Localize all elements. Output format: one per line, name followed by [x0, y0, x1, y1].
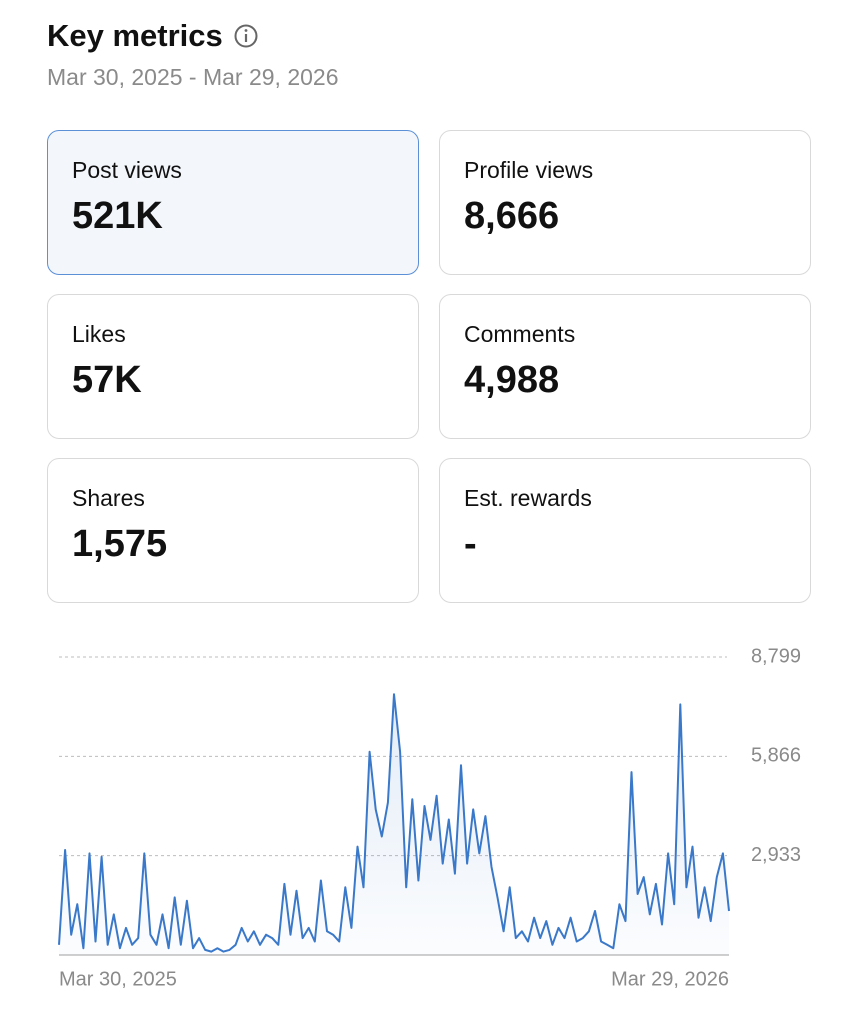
- x-tick-label: Mar 30, 2025: [59, 968, 177, 990]
- metric-value: 1,575: [72, 523, 168, 565]
- metric-value: 57K: [72, 359, 142, 401]
- y-tick-label: 2,933: [751, 844, 801, 866]
- chart: 2,933 5,866 8,799 Mar 30, 2025 Mar 29, 2026: [58, 645, 801, 990]
- metric-card[interactable]: Shares 1,575: [47, 458, 419, 603]
- header-title: Key metrics: [47, 18, 259, 54]
- metric-card[interactable]: Comments 4,988: [439, 294, 811, 439]
- metric-label: Profile views: [464, 157, 594, 183]
- title-text: Key metrics: [47, 18, 223, 53]
- metric-value: 521K: [72, 195, 163, 237]
- metric-card[interactable]: Est. rewards -: [439, 458, 811, 603]
- metric-label: Post views: [72, 157, 182, 183]
- metric-label: Comments: [464, 321, 576, 347]
- metric-value: -: [464, 523, 477, 565]
- date-range: Mar 30, 2025 - Mar 29, 2026: [47, 64, 339, 90]
- info-icon[interactable]: [233, 23, 259, 49]
- metric-card[interactable]: Profile views 8,666: [439, 130, 811, 275]
- metric-card[interactable]: Likes 57K: [47, 294, 419, 439]
- metric-label: Likes: [72, 321, 126, 347]
- metric-value: 4,988: [464, 359, 560, 401]
- metric-label: Shares: [72, 485, 145, 511]
- y-tick-label: 8,799: [751, 645, 801, 667]
- metric-label: Est. rewards: [464, 485, 592, 511]
- line: [58, 693, 730, 953]
- y-tick-label: 5,866: [751, 745, 801, 767]
- metric-value: 8,666: [464, 195, 560, 237]
- x-tick-label: Mar 29, 2026: [611, 968, 729, 990]
- area: [59, 694, 729, 955]
- metric-card[interactable]: Post views 521K: [47, 130, 419, 275]
